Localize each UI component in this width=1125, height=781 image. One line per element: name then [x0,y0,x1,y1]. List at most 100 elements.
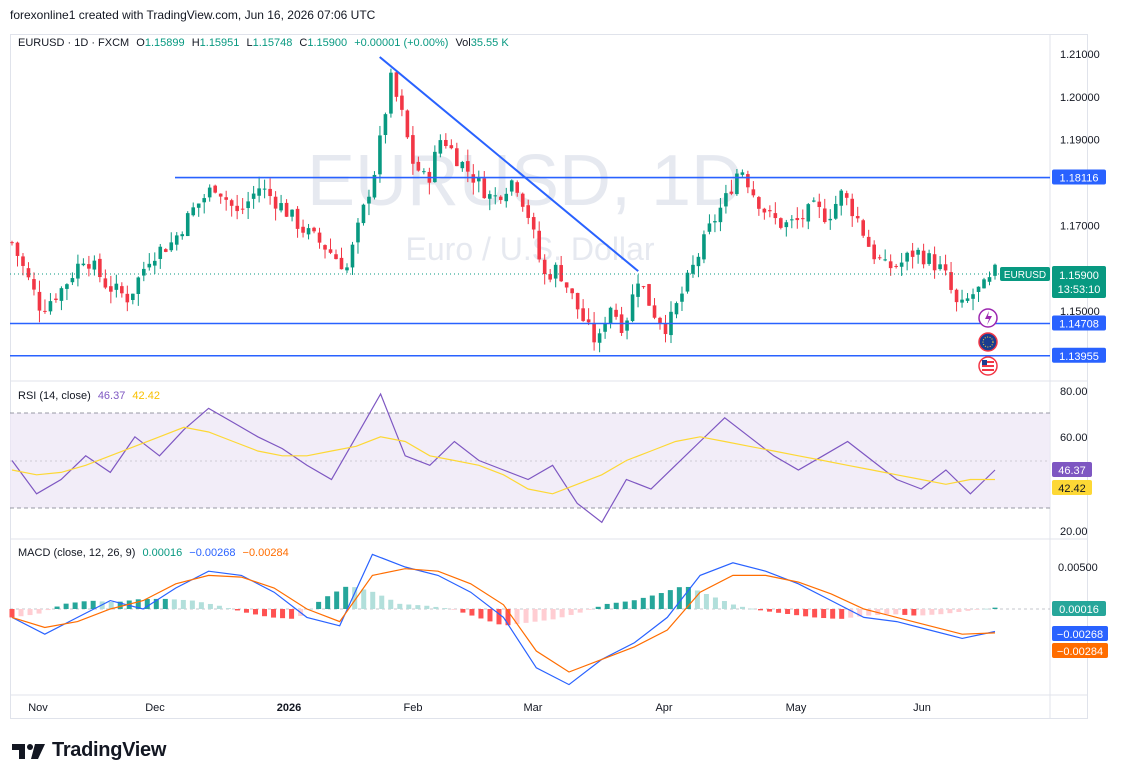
candle-body[interactable] [301,226,305,233]
candle-body[interactable] [361,204,366,224]
candle-body[interactable] [262,188,267,190]
candle-body[interactable] [54,298,58,300]
candle-body[interactable] [196,203,201,208]
candle-body[interactable] [658,317,662,324]
candle-body[interactable] [630,294,635,322]
candle-body[interactable] [92,260,97,270]
macd-signal-line[interactable] [11,568,996,673]
candle-body[interactable] [455,148,459,167]
candle-body[interactable] [416,161,421,171]
candle-body[interactable] [180,234,185,237]
macd-legend[interactable]: MACD (close, 12, 26, 9) 0.00016 −0.00268… [18,547,293,559]
candle-body[interactable] [224,197,228,200]
candle-body[interactable] [872,244,876,260]
candle-body[interactable] [339,257,344,270]
chart-frame[interactable] [10,34,1088,719]
candle-body[interactable] [328,249,333,253]
candle-body[interactable] [888,261,893,269]
candle-body[interactable] [564,282,569,288]
candle-body[interactable] [147,263,152,268]
candle-body[interactable] [350,244,355,268]
candle-body[interactable] [400,95,404,110]
candle-body[interactable] [466,161,470,172]
candle-body[interactable] [877,257,882,259]
candle-body[interactable] [98,258,102,278]
candle-body[interactable] [707,223,712,232]
candle-body[interactable] [471,174,476,183]
candle-body[interactable] [378,135,382,175]
candle-body[interactable] [806,204,811,222]
candle-body[interactable] [218,193,223,197]
candle-body[interactable] [685,272,690,292]
candle-body[interactable] [323,245,327,250]
candle-body[interactable] [334,254,338,260]
candle-body[interactable] [356,222,360,243]
symbol-name[interactable]: EURUSD · 1D · FXCM [18,37,130,49]
candle-body[interactable] [910,250,915,257]
us-flag-event-icon[interactable] [978,356,998,376]
candle-body[interactable] [762,208,767,213]
candle-body[interactable] [345,267,349,271]
candle-body[interactable] [509,180,514,192]
candle-body[interactable] [949,272,953,290]
candle-body[interactable] [476,177,481,182]
candle-body[interactable] [257,188,261,196]
candle-body[interactable] [306,228,311,235]
candle-body[interactable] [855,216,860,219]
candle-body[interactable] [394,72,399,97]
candle-body[interactable] [548,274,552,280]
candle-body[interactable] [822,208,827,223]
candle-body[interactable] [136,277,141,294]
candle-body[interactable] [251,193,256,199]
candle-body[interactable] [839,190,844,206]
candle-body[interactable] [575,292,580,310]
candle-body[interactable] [411,135,415,164]
candle-body[interactable] [460,161,465,169]
candle-body[interactable] [916,249,920,255]
rsi-line[interactable] [11,392,996,524]
candle-body[interactable] [674,303,679,315]
lightning-event-icon[interactable] [978,308,998,328]
candle-body[interactable] [295,208,300,229]
candle-body[interactable] [652,305,657,318]
candle-body[interactable] [636,283,640,297]
candle-body[interactable] [389,72,393,114]
candle-body[interactable] [131,293,135,300]
candle-body[interactable] [290,209,294,217]
candle-body[interactable] [114,283,119,290]
candle-body[interactable] [603,323,607,332]
candle-body[interactable] [850,198,855,217]
candle-body[interactable] [433,151,437,183]
candle-body[interactable] [971,294,975,299]
price-axis[interactable]: 1.21000 1.20000 1.19000 1.17000 1.15000 [1060,49,1100,318]
candle-body[interactable] [768,210,772,212]
candle-body[interactable] [498,196,503,200]
candle-body[interactable] [581,308,585,321]
candle-body[interactable] [883,259,887,261]
candle-body[interactable] [927,253,931,264]
macd-title[interactable]: MACD (close, 12, 26, 9) [18,547,136,559]
candle-body[interactable] [312,227,316,232]
candle-body[interactable] [213,185,217,193]
candle-body[interactable] [383,114,388,135]
candle-body[interactable] [185,213,190,237]
candle-body[interactable] [542,259,547,275]
candle-body[interactable] [608,307,613,324]
candle-body[interactable] [625,320,629,331]
candle-body[interactable] [449,145,454,149]
candle-body[interactable] [152,260,157,266]
macd-lines[interactable] [11,553,996,686]
candle-body[interactable] [597,333,602,343]
candle-body[interactable] [844,193,849,198]
candle-body[interactable] [15,242,20,256]
candle-body[interactable] [163,249,168,252]
candle-body[interactable] [800,218,805,220]
candle-body[interactable] [531,217,536,230]
candle-body[interactable] [487,194,492,199]
candle-body[interactable] [866,236,871,247]
eu-flag-event-icon[interactable] [978,332,998,352]
rsi-title[interactable]: RSI (14, close) [18,390,91,402]
tradingview-logo[interactable]: TradingView [12,739,166,762]
symbol-price-badge[interactable]: EURUSD [1000,267,1050,281]
